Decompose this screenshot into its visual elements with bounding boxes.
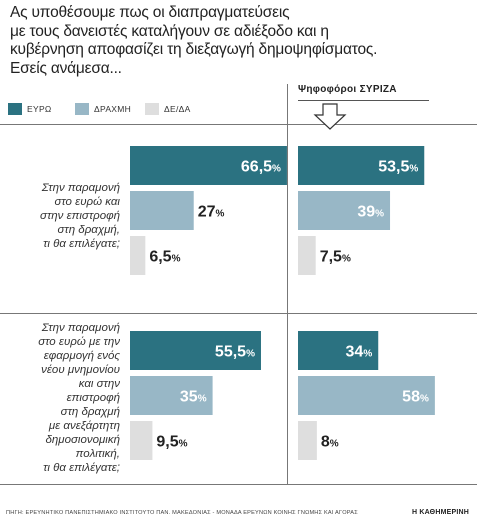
bar-q2-all-respondents-dkda: [130, 421, 153, 460]
legend-swatch-drachma: [75, 102, 89, 115]
bar-q1-all-respondents-drachma-label: 27%: [198, 204, 225, 221]
bar-q2-all-respondents-euro-label: 55,5%: [215, 344, 255, 361]
bar-q2-syriza-voters-euro: [298, 331, 379, 370]
legend-label-euro: ΕΥΡΩ: [27, 103, 52, 114]
question-memorandum-vs-drachma: Στην παραμονή στο ευρώ με την εφαρμογή ε…: [2, 321, 120, 475]
publisher-brand: Η ΚΑΘΗΜΕΡΙΝΗ: [411, 509, 469, 516]
legend-swatch-dkda: [145, 102, 159, 115]
bar-q2-all-respondents-dkda-label: 9,5%: [156, 434, 187, 451]
legend-item-dkda: ΔΕ/ΔΑ: [145, 100, 191, 115]
bar-q1-syriza-voters-dkda: [298, 236, 316, 275]
bar-q1-syriza-voters-dkda-label: 7,5%: [320, 249, 351, 266]
bar-q2-all-respondents-drachma-label: 35%: [180, 389, 207, 406]
bar-q1-all-respondents-euro: [130, 146, 287, 185]
bar-q1-all-respondents-dkda-label: 6,5%: [149, 249, 180, 266]
legend-label-dkda: ΔΕ/ΔΑ: [164, 103, 191, 114]
bar-q2-syriza-voters-dkda: [298, 421, 317, 460]
bar-q1-syriza-voters-drachma-label: 39%: [357, 204, 384, 221]
source-note: ΠΗΓΗ: ΕΡΕΥΝΗΤΙΚΟ ΠΑΝΕΠΙΣΤΗΜΙΑΚΟ ΙΝΣΤΙΤΟΥ…: [6, 510, 358, 516]
bar-q1-syriza-voters-euro: [298, 146, 425, 185]
question-euro-vs-drachma: Στην παραμονή στο ευρώ και στην επιστροφ…: [2, 181, 120, 251]
bar-q2-syriza-voters-euro-label: 34%: [346, 344, 373, 361]
syriza-voters-label: Ψηφοφόροι ΣΥΡΙΖΑ: [298, 84, 397, 95]
legend-swatch-euro: [8, 102, 22, 115]
bar-q1-syriza-voters-euro-label: 53,5%: [378, 159, 418, 176]
section-rule-top: [0, 124, 477, 125]
column-divider: [287, 84, 288, 484]
chart-title: Ας υποθέσουμε πως οι διαπραγματεύσεις με…: [10, 4, 378, 77]
syriza-label-underline: [298, 100, 429, 101]
bar-q2-all-respondents-drachma: [130, 376, 213, 415]
question-text-2: Στην παραμονή στο ευρώ με την εφαρμογή ε…: [38, 322, 120, 474]
bar-q2-syriza-voters-drachma: [298, 376, 435, 415]
bar-q1-all-respondents-dkda: [130, 236, 146, 275]
bar-q1-all-respondents-euro-label: 66,5%: [241, 159, 281, 176]
bar-q2-all-respondents-euro: [130, 331, 261, 370]
legend-label-drachma: ΔΡΑΧΜΗ: [94, 103, 132, 114]
bar-q2-syriza-voters-drachma-label: 58%: [402, 389, 429, 406]
down-arrow-icon: [313, 103, 347, 130]
section-rule-middle: [0, 313, 477, 314]
legend-item-drachma: ΔΡΑΧΜΗ: [75, 100, 132, 115]
section-rule-bottom: [0, 484, 477, 485]
bar-q1-syriza-voters-drachma: [298, 191, 391, 230]
bar-q2-syriza-voters-dkda-label: 8%: [321, 434, 339, 451]
question-text-1: Στην παραμονή στο ευρώ και στην επιστροφ…: [40, 182, 120, 250]
legend-item-euro: ΕΥΡΩ: [8, 100, 52, 115]
bar-q1-all-respondents-drachma: [130, 191, 194, 230]
